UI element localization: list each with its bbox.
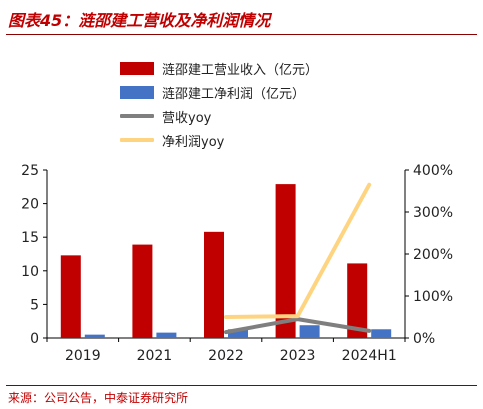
legend-item-net-profit: 涟邵建工净利润（亿元）	[120, 80, 318, 104]
legend-swatch-revenue-yoy	[120, 114, 154, 118]
revenue-bar	[347, 263, 368, 338]
legend-item-revenue: 涟邵建工营业收入（亿元）	[120, 56, 318, 80]
net-profit-yoy-line	[224, 182, 372, 319]
revenue-yoy-line	[224, 317, 372, 335]
net-profit-bar	[228, 329, 248, 338]
left-y-tick-label: 25	[21, 163, 39, 179]
right-y-tick-label: 100%	[413, 289, 453, 305]
x-tick-label: 2021	[137, 348, 173, 364]
x-tick-label: 2022	[208, 348, 244, 364]
legend-swatch-net-profit	[120, 85, 154, 99]
revenue-bar	[275, 184, 296, 338]
chart-legend: 涟邵建工营业收入（亿元） 涟邵建工净利润（亿元） 营收yoy 净利润yoy	[120, 56, 318, 152]
right-y-tick-label: 400%	[413, 163, 453, 179]
legend-label-net-profit-yoy: 净利润yoy	[162, 134, 225, 150]
legend-label-net-profit: 涟邵建工净利润（亿元）	[162, 86, 306, 102]
legend-item-net-profit-yoy: 净利润yoy	[120, 128, 318, 152]
legend-label-revenue: 涟邵建工营业收入（亿元）	[162, 62, 319, 78]
revenue-bar	[60, 255, 81, 338]
left-y-tick-label: 15	[21, 230, 39, 246]
source-divider	[6, 385, 477, 386]
revenue-bar	[132, 244, 153, 338]
left-y-tick-label: 0	[30, 331, 39, 347]
net-profit-bar	[84, 334, 105, 338]
chart-title: 图表45：涟邵建工营收及净利润情况	[8, 11, 271, 30]
left-y-tick-label: 5	[30, 297, 39, 313]
net-profit-bar	[299, 325, 320, 338]
right-y-tick-label: 0%	[413, 331, 435, 347]
right-y-tick-label: 300%	[413, 205, 453, 221]
net-profit-bar	[371, 329, 392, 338]
left-y-tick-label: 20	[21, 197, 39, 213]
x-tick-label: 2019	[65, 348, 101, 364]
revenue-bar	[204, 231, 224, 338]
x-tick-label: 2023	[280, 348, 316, 364]
legend-swatch-revenue	[120, 61, 154, 75]
source-note: 来源：公司公告，中泰证券研究所	[8, 391, 189, 405]
right-y-tick-label: 200%	[413, 247, 453, 263]
legend-item-revenue-yoy: 营收yoy	[120, 104, 318, 128]
title-divider	[6, 34, 477, 35]
left-y-tick-label: 10	[21, 264, 39, 280]
legend-label-revenue-yoy: 营收yoy	[162, 110, 212, 126]
legend-swatch-net-profit-yoy	[120, 138, 154, 142]
net-profit-bar	[156, 332, 177, 338]
x-tick-label: 2024H1	[342, 348, 397, 364]
